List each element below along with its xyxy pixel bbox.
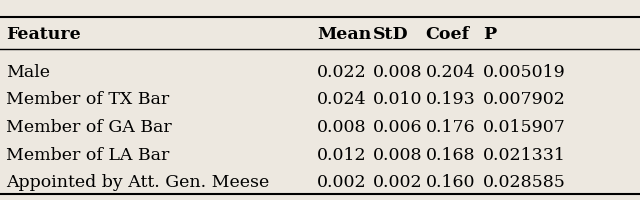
- Text: Member of GA Bar: Member of GA Bar: [6, 119, 172, 135]
- Text: 0.028585: 0.028585: [483, 174, 566, 190]
- Text: Coef: Coef: [426, 26, 470, 42]
- Text: 0.008: 0.008: [372, 146, 422, 163]
- Text: 0.176: 0.176: [426, 119, 476, 135]
- Text: 0.002: 0.002: [372, 174, 422, 190]
- Text: 0.008: 0.008: [317, 119, 366, 135]
- Text: Member of LA Bar: Member of LA Bar: [6, 146, 170, 163]
- Text: Feature: Feature: [6, 26, 81, 42]
- Text: 0.022: 0.022: [317, 64, 367, 80]
- Text: 0.007902: 0.007902: [483, 91, 566, 108]
- Text: 0.010: 0.010: [372, 91, 422, 108]
- Text: Appointed by Att. Gen. Meese: Appointed by Att. Gen. Meese: [6, 174, 269, 190]
- Text: 0.021331: 0.021331: [483, 146, 566, 163]
- Text: 0.024: 0.024: [317, 91, 367, 108]
- Text: Male: Male: [6, 64, 51, 80]
- Text: Member of TX Bar: Member of TX Bar: [6, 91, 170, 108]
- Text: 0.168: 0.168: [426, 146, 475, 163]
- Text: StD: StD: [372, 26, 408, 42]
- Text: P: P: [483, 26, 497, 42]
- Text: 0.008: 0.008: [372, 64, 422, 80]
- Text: Mean: Mean: [317, 26, 371, 42]
- Text: 0.012: 0.012: [317, 146, 367, 163]
- Text: 0.015907: 0.015907: [483, 119, 566, 135]
- Text: 0.193: 0.193: [426, 91, 476, 108]
- Text: 0.002: 0.002: [317, 174, 367, 190]
- Text: 0.006: 0.006: [372, 119, 422, 135]
- Text: 0.160: 0.160: [426, 174, 475, 190]
- Text: 0.005019: 0.005019: [483, 64, 566, 80]
- Text: 0.204: 0.204: [426, 64, 476, 80]
